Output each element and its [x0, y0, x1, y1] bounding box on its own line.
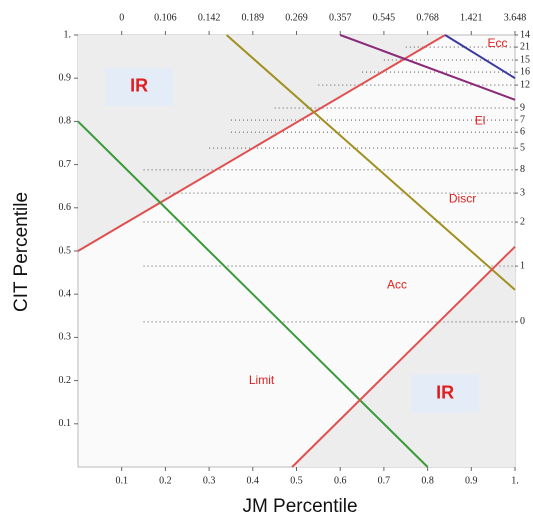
y-axis-title: CIT Percentile [11, 192, 32, 312]
annotation: Acc [387, 278, 407, 292]
boundary-line [444, 34, 516, 80]
x-tick-label: 1. [511, 475, 519, 486]
x-tick-label: 0.9 [465, 475, 478, 486]
y2-tick-label: 0 [520, 316, 525, 327]
x2-tick-label: 0.768 [416, 12, 439, 23]
x2-tick-label: 0.545 [373, 12, 396, 23]
boundary-line [339, 34, 516, 101]
y-tick-label: 0.9 [59, 72, 72, 83]
y2-tick-label: 2 [520, 216, 525, 227]
y-tick-label: 0.7 [59, 159, 72, 170]
x2-tick-label: 0.189 [242, 12, 265, 23]
annotation: Ecc [488, 36, 508, 50]
boundary-line [291, 245, 516, 468]
y-tick-label: 0.2 [59, 375, 72, 386]
y2-tick-label: 3 [520, 187, 525, 198]
y2-tick-label: 9 [520, 102, 525, 113]
boundary-line [77, 34, 446, 252]
x-tick-label: 0.7 [378, 475, 391, 486]
x2-tick-label: 0.142 [198, 12, 221, 23]
x2-tick-label: 0 [119, 12, 124, 23]
label-box [105, 67, 174, 106]
x2-tick-label: 1.421 [460, 12, 483, 23]
y-tick-label: 0.4 [59, 288, 72, 299]
y2-tick-label: 1 [520, 260, 525, 271]
y-tick-label: 0.1 [59, 418, 72, 429]
x2-tick-label: 0.269 [285, 12, 308, 23]
boundary-line [77, 120, 429, 468]
y2-tick-label: 5 [520, 142, 525, 153]
x-tick-label: 0.6 [334, 475, 347, 486]
x2-tick-label: 0.357 [329, 12, 352, 23]
x-tick-label: 0.4 [247, 475, 260, 486]
y-tick-label: 0.3 [59, 332, 72, 343]
x-tick-label: 0.2 [159, 475, 172, 486]
annotation: Discr [449, 191, 476, 205]
x-tick-label: 0.8 [421, 475, 434, 486]
x2-tick-label: 0.106 [154, 12, 177, 23]
y-tick-label: 0.6 [59, 202, 72, 213]
y2-tick-label: 14 [520, 29, 530, 40]
annotation: IR [436, 382, 454, 402]
x-axis-title: JM Percentile [242, 496, 357, 517]
x-tick-label: 0.5 [290, 475, 303, 486]
y2-tick-label: 8 [520, 164, 525, 175]
y-tick-label: 0.8 [59, 116, 72, 127]
y2-tick-label: 6 [520, 126, 525, 137]
annotation: IR [130, 76, 148, 96]
annotation: El [475, 114, 486, 128]
y2-tick-label: 21 [520, 41, 530, 52]
label-box [411, 374, 480, 413]
annotation: Limit [249, 373, 275, 387]
boundary-line [225, 34, 516, 291]
x-tick-label: 0.1 [115, 475, 128, 486]
x-tick-label: 0.3 [203, 475, 216, 486]
y-tick-label: 0.5 [59, 245, 72, 256]
y2-tick-label: 16 [520, 66, 530, 77]
y2-tick-label: 7 [520, 114, 525, 125]
x2-tick-label: 3.648 [504, 12, 527, 23]
y-tick-label: 1. [64, 29, 72, 40]
y2-tick-label: 12 [520, 79, 530, 90]
y2-tick-label: 15 [520, 54, 530, 65]
